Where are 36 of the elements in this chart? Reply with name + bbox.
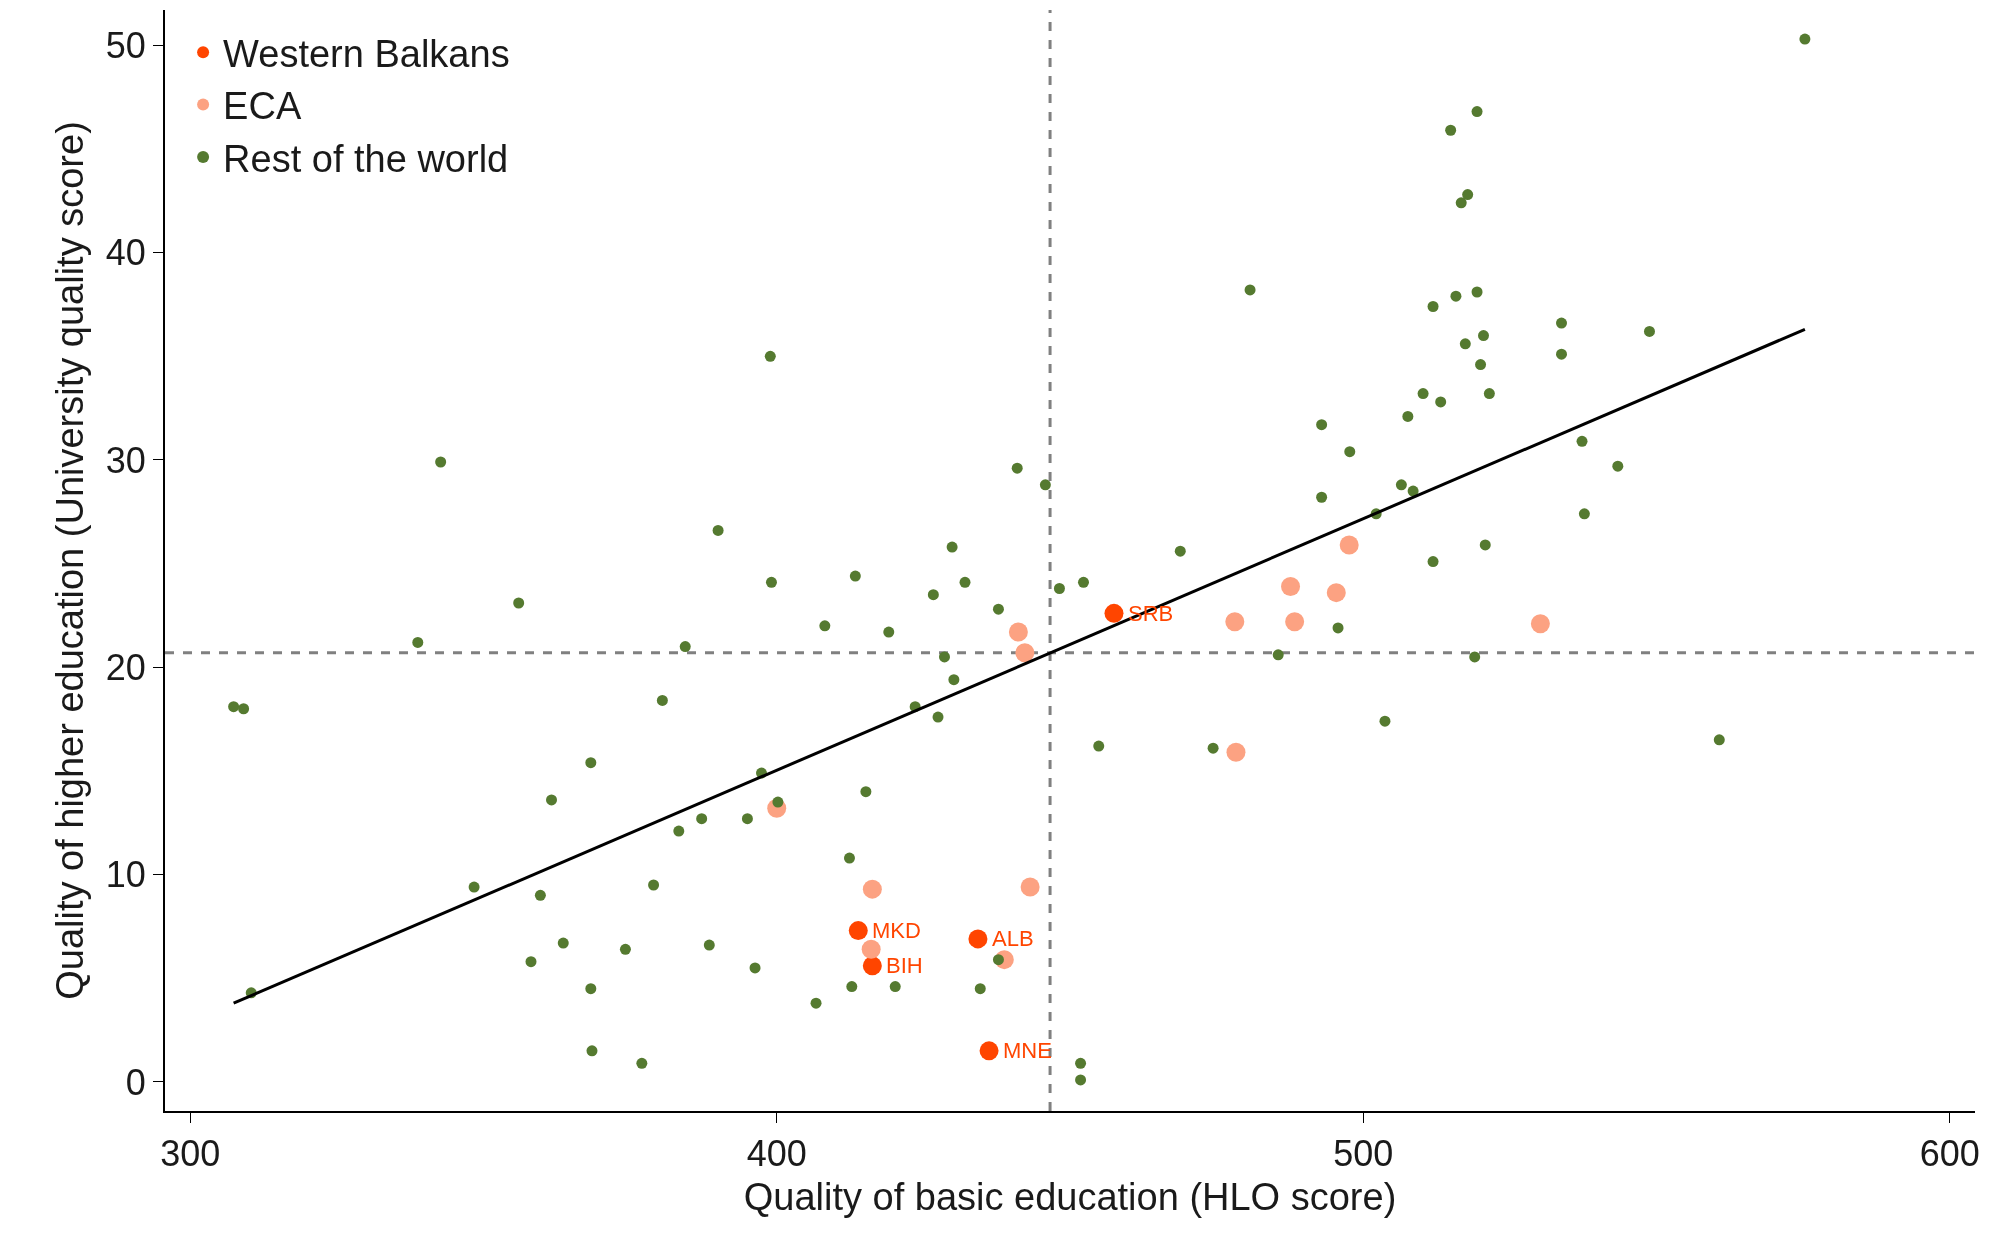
- x-tick-label: 600: [1919, 1133, 1980, 1175]
- point: [968, 929, 988, 949]
- point: [1281, 576, 1301, 596]
- point: [1339, 535, 1359, 555]
- point: [1015, 643, 1035, 663]
- x-axis-title: Quality of basic education (HLO score): [743, 1175, 1397, 1218]
- x-tick-label: 300: [160, 1133, 221, 1175]
- x-tick-label: 500: [1333, 1133, 1394, 1175]
- point: [979, 1041, 999, 1061]
- point: [1225, 612, 1245, 632]
- point: [1104, 603, 1124, 623]
- y-tick-label: 10: [105, 854, 146, 896]
- annotation: MKD: [872, 918, 921, 943]
- annotation: BIH: [886, 953, 923, 978]
- point: [848, 921, 868, 941]
- point: [1326, 583, 1346, 603]
- point: [1008, 622, 1028, 642]
- point: [1285, 612, 1305, 632]
- point: [862, 879, 882, 899]
- point: [1530, 614, 1550, 634]
- point: [861, 939, 881, 959]
- point: [862, 956, 882, 976]
- annotation: ALB: [992, 926, 1034, 951]
- legend-label: Rest of the world: [223, 137, 509, 180]
- y-tick-label: 20: [105, 646, 146, 688]
- point: [1020, 877, 1040, 897]
- y-tick-label: 50: [105, 24, 146, 66]
- y-axis-title: Quality of higher education (University quality score): [49, 121, 92, 1000]
- annotation: MNE: [1003, 1038, 1052, 1063]
- x-tick-label: 400: [746, 1133, 807, 1175]
- legend-label: Western Balkans: [223, 33, 510, 76]
- y-tick-label: 30: [105, 439, 146, 481]
- y-tick-label: 40: [105, 232, 146, 274]
- legend-label: ECA: [223, 85, 302, 128]
- y-tick-label: 0: [125, 1061, 146, 1103]
- point: [1226, 742, 1246, 762]
